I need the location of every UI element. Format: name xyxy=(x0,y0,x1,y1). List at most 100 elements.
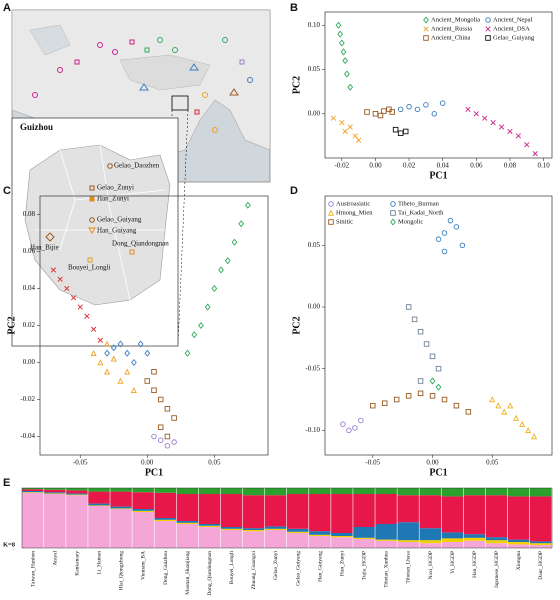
x-tick-label: 0.05 xyxy=(208,459,221,467)
x-tick-label: Li_Hainan xyxy=(97,551,103,575)
admixture-segment xyxy=(331,533,353,536)
admixture-segment xyxy=(309,488,331,494)
legend-label: Ancient_Russia xyxy=(431,25,472,32)
admixture-segment xyxy=(397,522,419,541)
data-point xyxy=(191,331,198,339)
admixture-segment xyxy=(66,493,88,495)
admixture-segment xyxy=(198,494,221,524)
admixture-segment xyxy=(397,495,419,523)
x-tick-label: 0.08 xyxy=(504,162,517,170)
data-point xyxy=(130,358,137,367)
data-point xyxy=(447,217,454,224)
data-point xyxy=(414,106,421,113)
admixture-segment xyxy=(176,521,199,523)
admixture-segment xyxy=(309,534,331,536)
data-point xyxy=(347,83,354,91)
admixture-segment xyxy=(220,488,243,494)
data-point xyxy=(364,109,370,115)
data-point xyxy=(406,103,412,110)
annotation: K=8 xyxy=(3,541,16,548)
data-point xyxy=(104,349,110,357)
data-point xyxy=(346,427,352,434)
data-point xyxy=(465,409,472,415)
data-point xyxy=(525,427,532,434)
x-tick-label: Tujia_HGDP xyxy=(362,551,368,580)
admixture-segment xyxy=(132,488,154,493)
admixture-segment xyxy=(287,488,309,494)
legend-marker xyxy=(485,17,491,23)
plot-frame xyxy=(21,487,553,549)
admixture-segment xyxy=(220,530,243,548)
admixture-segment xyxy=(88,506,110,548)
admixture-segment xyxy=(198,527,221,548)
admixture-segment xyxy=(485,543,508,548)
x-axis-title: PC1 xyxy=(429,170,447,181)
x-tick-label: Dong_Guizhou xyxy=(163,551,169,585)
y-tick-label: -0.02 xyxy=(20,395,35,403)
admixture-segment xyxy=(287,528,309,532)
data-point xyxy=(91,326,97,332)
admixture-segment xyxy=(220,528,243,530)
admixture-segment xyxy=(375,539,397,541)
admixture-segment xyxy=(22,491,44,493)
data-point xyxy=(358,417,364,424)
admixture-segment xyxy=(529,496,552,542)
data-point xyxy=(515,133,521,139)
legend-label: Mongolic xyxy=(398,218,423,225)
admixture-segment xyxy=(88,503,110,506)
x-tick-label: 0.00 xyxy=(426,459,439,467)
data-point xyxy=(97,337,103,343)
x-tick-label: Naxi_HGDP xyxy=(428,551,434,579)
x-tick-label: Tibetan_Xunhua xyxy=(384,550,390,587)
legend-label: Ancient_China xyxy=(431,34,470,41)
legend-label: Tibeto_Burman xyxy=(398,200,440,207)
admixture-segment xyxy=(463,495,486,535)
site-label: Dong_Qiandongnan xyxy=(112,240,169,248)
data-point xyxy=(339,119,345,126)
admixture-segment xyxy=(507,544,530,548)
data-point xyxy=(342,128,348,135)
admixture-segment xyxy=(529,488,552,497)
admixture-segment xyxy=(198,524,221,526)
data-point xyxy=(164,443,171,449)
admixture-segment xyxy=(331,494,353,533)
panel-label: B xyxy=(290,2,298,14)
data-point xyxy=(110,344,117,352)
data-point xyxy=(50,267,57,273)
data-point xyxy=(356,137,362,143)
admixture-segment xyxy=(110,508,132,509)
legend-marker xyxy=(423,35,429,41)
admixture-segment xyxy=(176,494,199,521)
admixture-segment xyxy=(132,510,154,512)
data-point xyxy=(238,220,245,228)
data-point xyxy=(352,133,358,139)
data-point xyxy=(151,387,157,394)
admixture-segment xyxy=(463,534,486,538)
x-tick-label: Bouyei_Longli xyxy=(229,551,235,585)
data-point xyxy=(435,365,442,372)
admixture-segment xyxy=(198,525,221,527)
x-tick-label: Zhuang_Guangxi xyxy=(251,551,257,590)
site-label: Han_Guiyang xyxy=(97,227,137,235)
admixture-segment xyxy=(507,496,530,540)
admixture-segment xyxy=(242,528,265,530)
admixture-segment xyxy=(88,488,110,492)
admixture-segment xyxy=(353,537,375,539)
data-point xyxy=(151,433,157,440)
x-tick-label: Kankanaey xyxy=(74,551,80,576)
admixture-segment xyxy=(507,542,530,545)
data-point xyxy=(417,390,424,397)
y-tick-label: 0.02 xyxy=(23,321,36,329)
admixture-segment xyxy=(110,491,132,507)
panel-label: D xyxy=(290,185,298,197)
admixture-segment xyxy=(176,522,199,524)
legend-label: Ancient_Nepal xyxy=(493,16,533,23)
data-point xyxy=(117,377,124,384)
data-point xyxy=(519,420,526,427)
legend-label: Sinitic xyxy=(336,218,353,225)
legend-label: Ancient_Mongolia xyxy=(431,16,480,23)
x-tick-label: Xiongnu xyxy=(516,551,522,571)
x-tick-label: Han_HGDP xyxy=(472,551,478,578)
y-axis-title: PC2 xyxy=(291,316,302,334)
admixture-segment xyxy=(154,492,176,518)
